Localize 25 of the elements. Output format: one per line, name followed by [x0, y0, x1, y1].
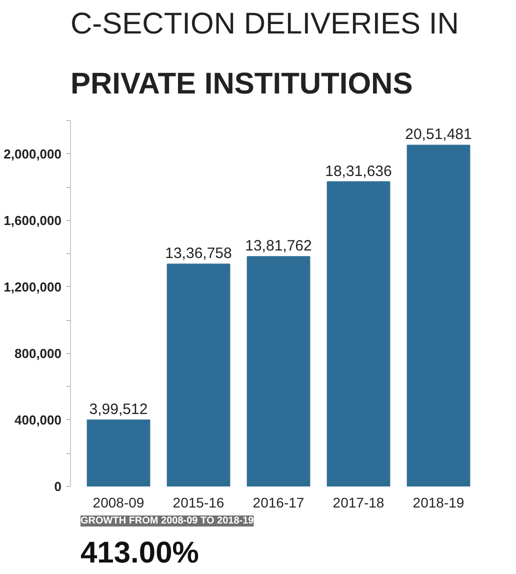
data-label: 13,81,762 — [245, 238, 312, 255]
y-tick-label: 800,000 — [14, 346, 62, 361]
chart-subtitle: PRIVATE INSTITUTIONS — [70, 68, 413, 100]
x-tick-label: 2008-09 — [92, 494, 144, 510]
y-tick-label: 1,600,000 — [4, 212, 62, 228]
bar — [246, 256, 310, 486]
x-tick-label: 2018-19 — [412, 494, 464, 510]
y-tick-label: 400,000 — [14, 412, 62, 428]
bar — [326, 181, 390, 486]
data-label: 3,99,512 — [89, 401, 148, 418]
y-tick-label: 2,000,000 — [4, 146, 62, 162]
text: 413.00% — [80, 536, 199, 570]
bar — [406, 144, 470, 486]
data-label: 13,36,758 — [165, 245, 232, 262]
bar — [86, 420, 150, 486]
y-tick-label: 1,200,000 — [4, 279, 62, 294]
x-tick-label: 2017-18 — [332, 494, 384, 510]
x-tick-label: 2015-16 — [172, 494, 224, 510]
bar — [166, 264, 230, 486]
chart-title: C-SECTION DELIVERIES IN — [70, 8, 459, 40]
data-label: 18,31,636 — [325, 162, 392, 180]
y-tick-label: 0 — [54, 479, 62, 494]
x-tick-label: 2016-17 — [252, 494, 304, 510]
data-label: 20,51,481 — [405, 126, 472, 144]
text: GROWTH FROM 2008-09 TO 2018-19 — [80, 516, 254, 526]
